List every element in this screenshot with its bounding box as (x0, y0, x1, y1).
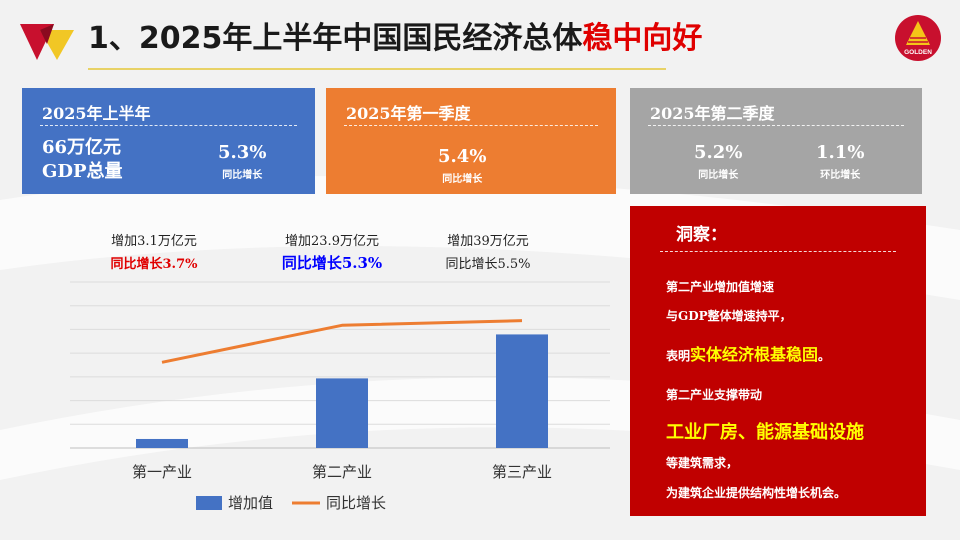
insight-line-3-suffix: 。 (818, 349, 831, 363)
title-underline (88, 68, 666, 70)
legend-label-line: 同比增长 (326, 494, 386, 512)
q1-summary-card: 2025年第一季度 5.4% 同比增长 (326, 88, 616, 194)
insight-line-3-highlight: 实体经济根基稳固 (690, 345, 819, 364)
q2-qoq-value: 1.1% (816, 142, 865, 163)
insight-line-2: 与GDP整体增速持平， (666, 309, 792, 323)
q2-summary-card: 2025年第二季度 5.2% 同比增长 1.1% 环比增长 (630, 88, 922, 194)
q2-qoq-metric: 1.1% 环比增长 (816, 142, 864, 181)
annotation-2-line1: 增加23.9万亿元 (285, 234, 379, 249)
page-title: 1、2025年上半年中国国民经济总体稳中向好 (88, 14, 702, 64)
h1-gdp-block: 66万亿元 GDP总量 (42, 136, 123, 184)
insight-line-7: 为建筑企业提供结构性增长机会。 (666, 486, 847, 500)
category-label-1: 第一产业 (132, 463, 192, 481)
insight-divider (660, 251, 896, 252)
insight-line-3-prefix: 表明 (666, 349, 691, 363)
bar-1 (136, 438, 188, 448)
annotation-2-line2: 同比增长5.3% (282, 254, 382, 272)
category-label-2: 第二产业 (312, 463, 372, 481)
h1-growth-metric: 5.3% 同比增长 (218, 142, 266, 181)
annotation-3-line1: 增加39万亿元 (447, 234, 529, 249)
q1-growth-value: 5.4% (438, 146, 487, 167)
h1-gdp-value: 66万亿元 (42, 137, 122, 158)
q1-growth-label: 同比增长 (442, 174, 483, 185)
insight-line-3: 表明实体经济根基稳固。 (666, 341, 830, 365)
q2-yoy-label: 同比增长 (698, 170, 739, 181)
h1-summary-card: 2025年上半年 66万亿元 GDP总量 5.3% 同比增长 (22, 88, 315, 194)
legend-label-bar: 增加值 (228, 494, 273, 512)
annotation-3-line2: 同比增长5.5% (445, 257, 530, 272)
insight-line-6: 等建筑需求， (666, 456, 739, 470)
h1-growth-label: 同比增长 (222, 170, 263, 181)
growth-line (161, 319, 523, 364)
insight-title: 洞察： (676, 225, 727, 245)
industry-chart: 第一产业 第二产业 第三产业 增加3.1万亿元 同比增长3.7% 增加23.9万亿元 同比增… (70, 226, 610, 526)
category-label-3: 第三产业 (492, 463, 552, 481)
annotation-1-line1: 增加3.1万亿元 (111, 234, 197, 249)
triangle-logo-icon (20, 24, 74, 60)
q1-divider (344, 125, 598, 126)
bar-2 (316, 378, 368, 448)
q2-divider (648, 125, 904, 126)
h1-heading: 2025年上半年 (42, 104, 151, 123)
q2-qoq-label: 环比增长 (820, 170, 861, 181)
insight-panel: 洞察： 第二产业增加值增速 与GDP整体增速持平， 表明实体经济根基稳固。 第二… (630, 206, 926, 516)
title-main: 1、2025年上半年中国国民经济总体 (88, 21, 583, 56)
insight-line-4: 第二产业支撑带动 (666, 388, 763, 402)
annotation-1-line2: 同比增长3.7% (111, 256, 199, 272)
bar-3 (496, 334, 548, 448)
q1-growth-metric: 5.4% 同比增长 (438, 146, 486, 185)
industry-chart-svg: 第一产业 第二产业 第三产业增加3.1万亿元同比增长3.7%增加23.9万亿元同比增… (70, 234, 610, 512)
q2-yoy-metric: 5.2% 同比增长 (694, 142, 742, 181)
q1-heading: 2025年第一季度 (346, 104, 471, 123)
h1-gdp-label: GDP总量 (42, 161, 123, 182)
golden-logo-icon: GOLDEN (895, 15, 941, 61)
legend-swatch-bar (196, 496, 222, 510)
insight-line-5: 工业厂房、能源基础设施 (666, 422, 864, 443)
h1-growth-value: 5.3% (218, 142, 267, 163)
q2-yoy-value: 5.2% (694, 142, 743, 163)
h1-divider (40, 125, 297, 126)
logo-text: GOLDEN (904, 49, 932, 56)
title-highlight: 稳中向好 (582, 21, 703, 56)
insight-line-1: 第二产业增加值增速 (666, 280, 775, 294)
q2-heading: 2025年第二季度 (650, 104, 775, 123)
